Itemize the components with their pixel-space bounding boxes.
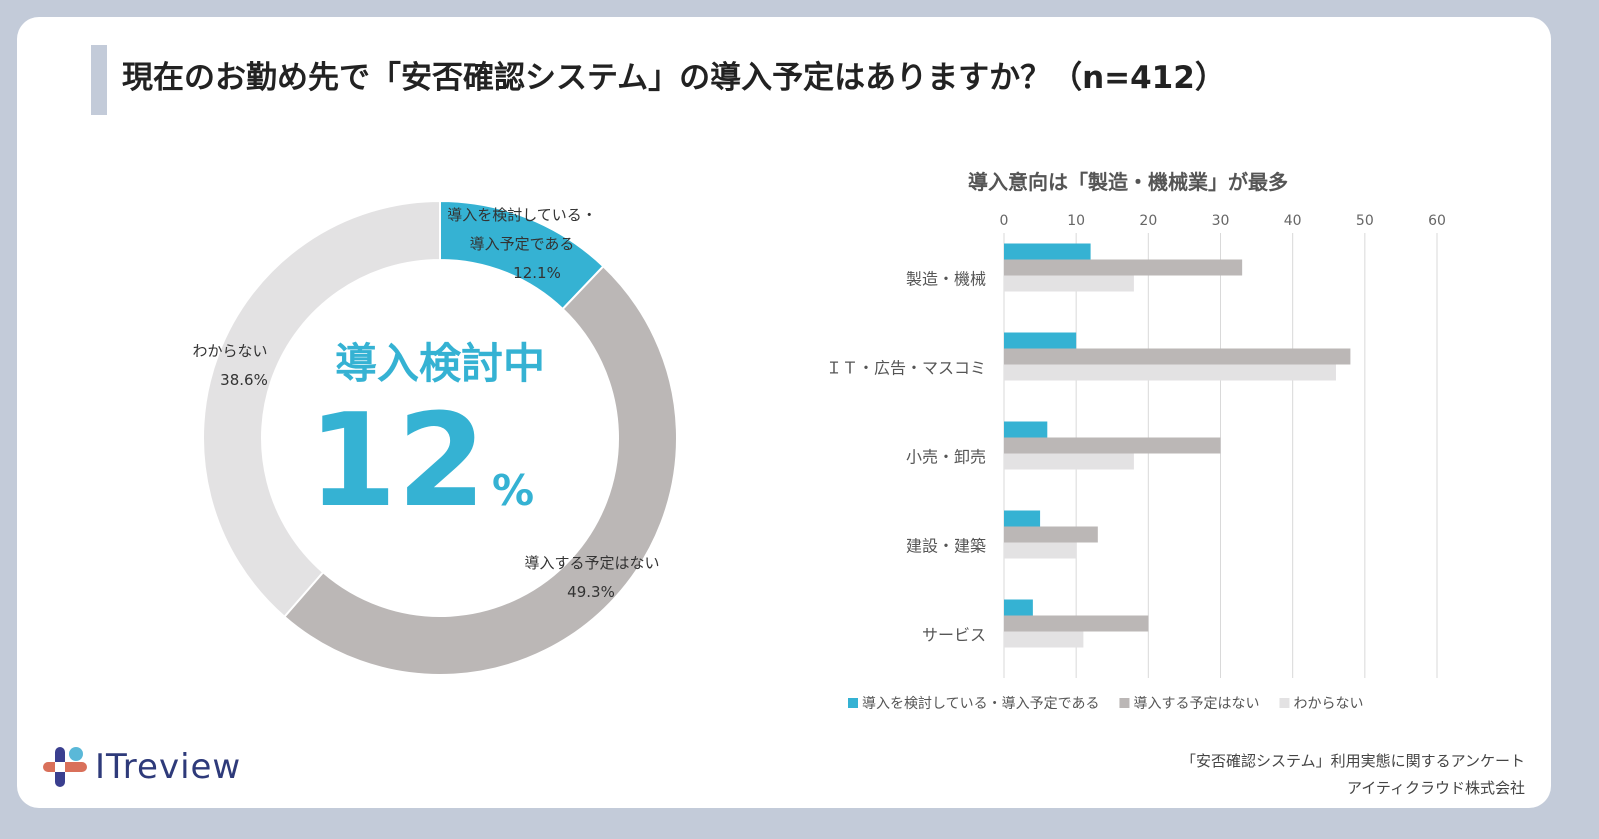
slice-label: わからない xyxy=(192,342,267,360)
bar-2-2 xyxy=(1004,453,1134,470)
logo: ITreview xyxy=(43,745,263,790)
footer-survey: 「安否確認システム」利用実態に関するアンケート xyxy=(1181,752,1525,770)
legend-label: わからない xyxy=(1293,696,1363,712)
bar-1-2 xyxy=(1004,437,1221,454)
logo-text: ITreview xyxy=(95,747,242,787)
center-unit: % xyxy=(492,466,534,515)
legend-label: 導入を検討している・導入予定である xyxy=(862,696,1099,712)
x-tick-label: 40 xyxy=(1284,213,1302,229)
center-label: 導入検討中 xyxy=(335,339,545,388)
bar-1-4 xyxy=(1004,615,1149,632)
x-tick-label: 20 xyxy=(1139,213,1157,229)
card xyxy=(17,17,1551,808)
title-accent xyxy=(91,45,107,115)
bar-1-0 xyxy=(1004,259,1243,276)
x-tick-label: 60 xyxy=(1428,213,1446,229)
slice-value: 38.6% xyxy=(220,371,268,389)
category-label: 小売・卸売 xyxy=(906,448,986,467)
donut-slice-2 xyxy=(202,199,441,619)
bar-0-0 xyxy=(1004,243,1091,260)
legend-swatch xyxy=(1119,698,1130,708)
bar-0-2 xyxy=(1004,421,1048,438)
bar-chart-title: 導入意向は「製造・機械業」が最多 xyxy=(968,170,1288,194)
legend-label: 導入する予定はない xyxy=(1133,696,1259,712)
bar-1-1 xyxy=(1004,348,1351,365)
x-tick-label: 10 xyxy=(1067,213,1085,229)
page-title: 現在のお勤め先で「安否確認システム」の導入予定はありますか？（n=412） xyxy=(122,60,1226,96)
bar-2-3 xyxy=(1004,542,1077,559)
legend-swatch xyxy=(1279,698,1290,708)
x-tick-label: 30 xyxy=(1212,213,1230,229)
logo-mark-icon xyxy=(43,747,87,787)
bar-0-4 xyxy=(1004,599,1033,616)
slice-value: 12.1% xyxy=(513,264,561,282)
slice-label: 導入する予定はない xyxy=(524,554,659,572)
category-label: サービス xyxy=(922,626,986,645)
center-value: 12 xyxy=(308,387,486,536)
bar-2-1 xyxy=(1004,364,1336,381)
x-tick-label: 50 xyxy=(1356,213,1374,229)
bar-chart: 導入意向は「製造・機械業」が最多 0 10 20 30 40 50 60 製造・機械 ＩＴ・広告・… xyxy=(826,170,1446,712)
bar-2-0 xyxy=(1004,275,1134,292)
legend-swatch xyxy=(848,698,858,708)
donut-slice-1 xyxy=(282,264,678,676)
bar-1-3 xyxy=(1004,526,1098,543)
bar-0-3 xyxy=(1004,510,1041,527)
bar-2-4 xyxy=(1004,631,1084,648)
slice-label: 導入予定である xyxy=(470,235,575,253)
category-label: 製造・機械 xyxy=(906,270,986,289)
bar-0-1 xyxy=(1004,332,1077,349)
category-label: ＩＴ・広告・マスコミ xyxy=(826,359,986,378)
slice-value: 49.3% xyxy=(567,583,615,601)
slice-label: 導入を検討している・ xyxy=(447,206,597,224)
category-label: 建設・建築 xyxy=(906,537,986,556)
x-tick-label: 0 xyxy=(1000,213,1009,229)
donut-chart: 導入を検討している・導入予定である 12.1% 導入する予定はない 49.3% わからな… xyxy=(192,199,678,676)
footer-company: アイティクラウド株式会社 xyxy=(1346,779,1525,797)
